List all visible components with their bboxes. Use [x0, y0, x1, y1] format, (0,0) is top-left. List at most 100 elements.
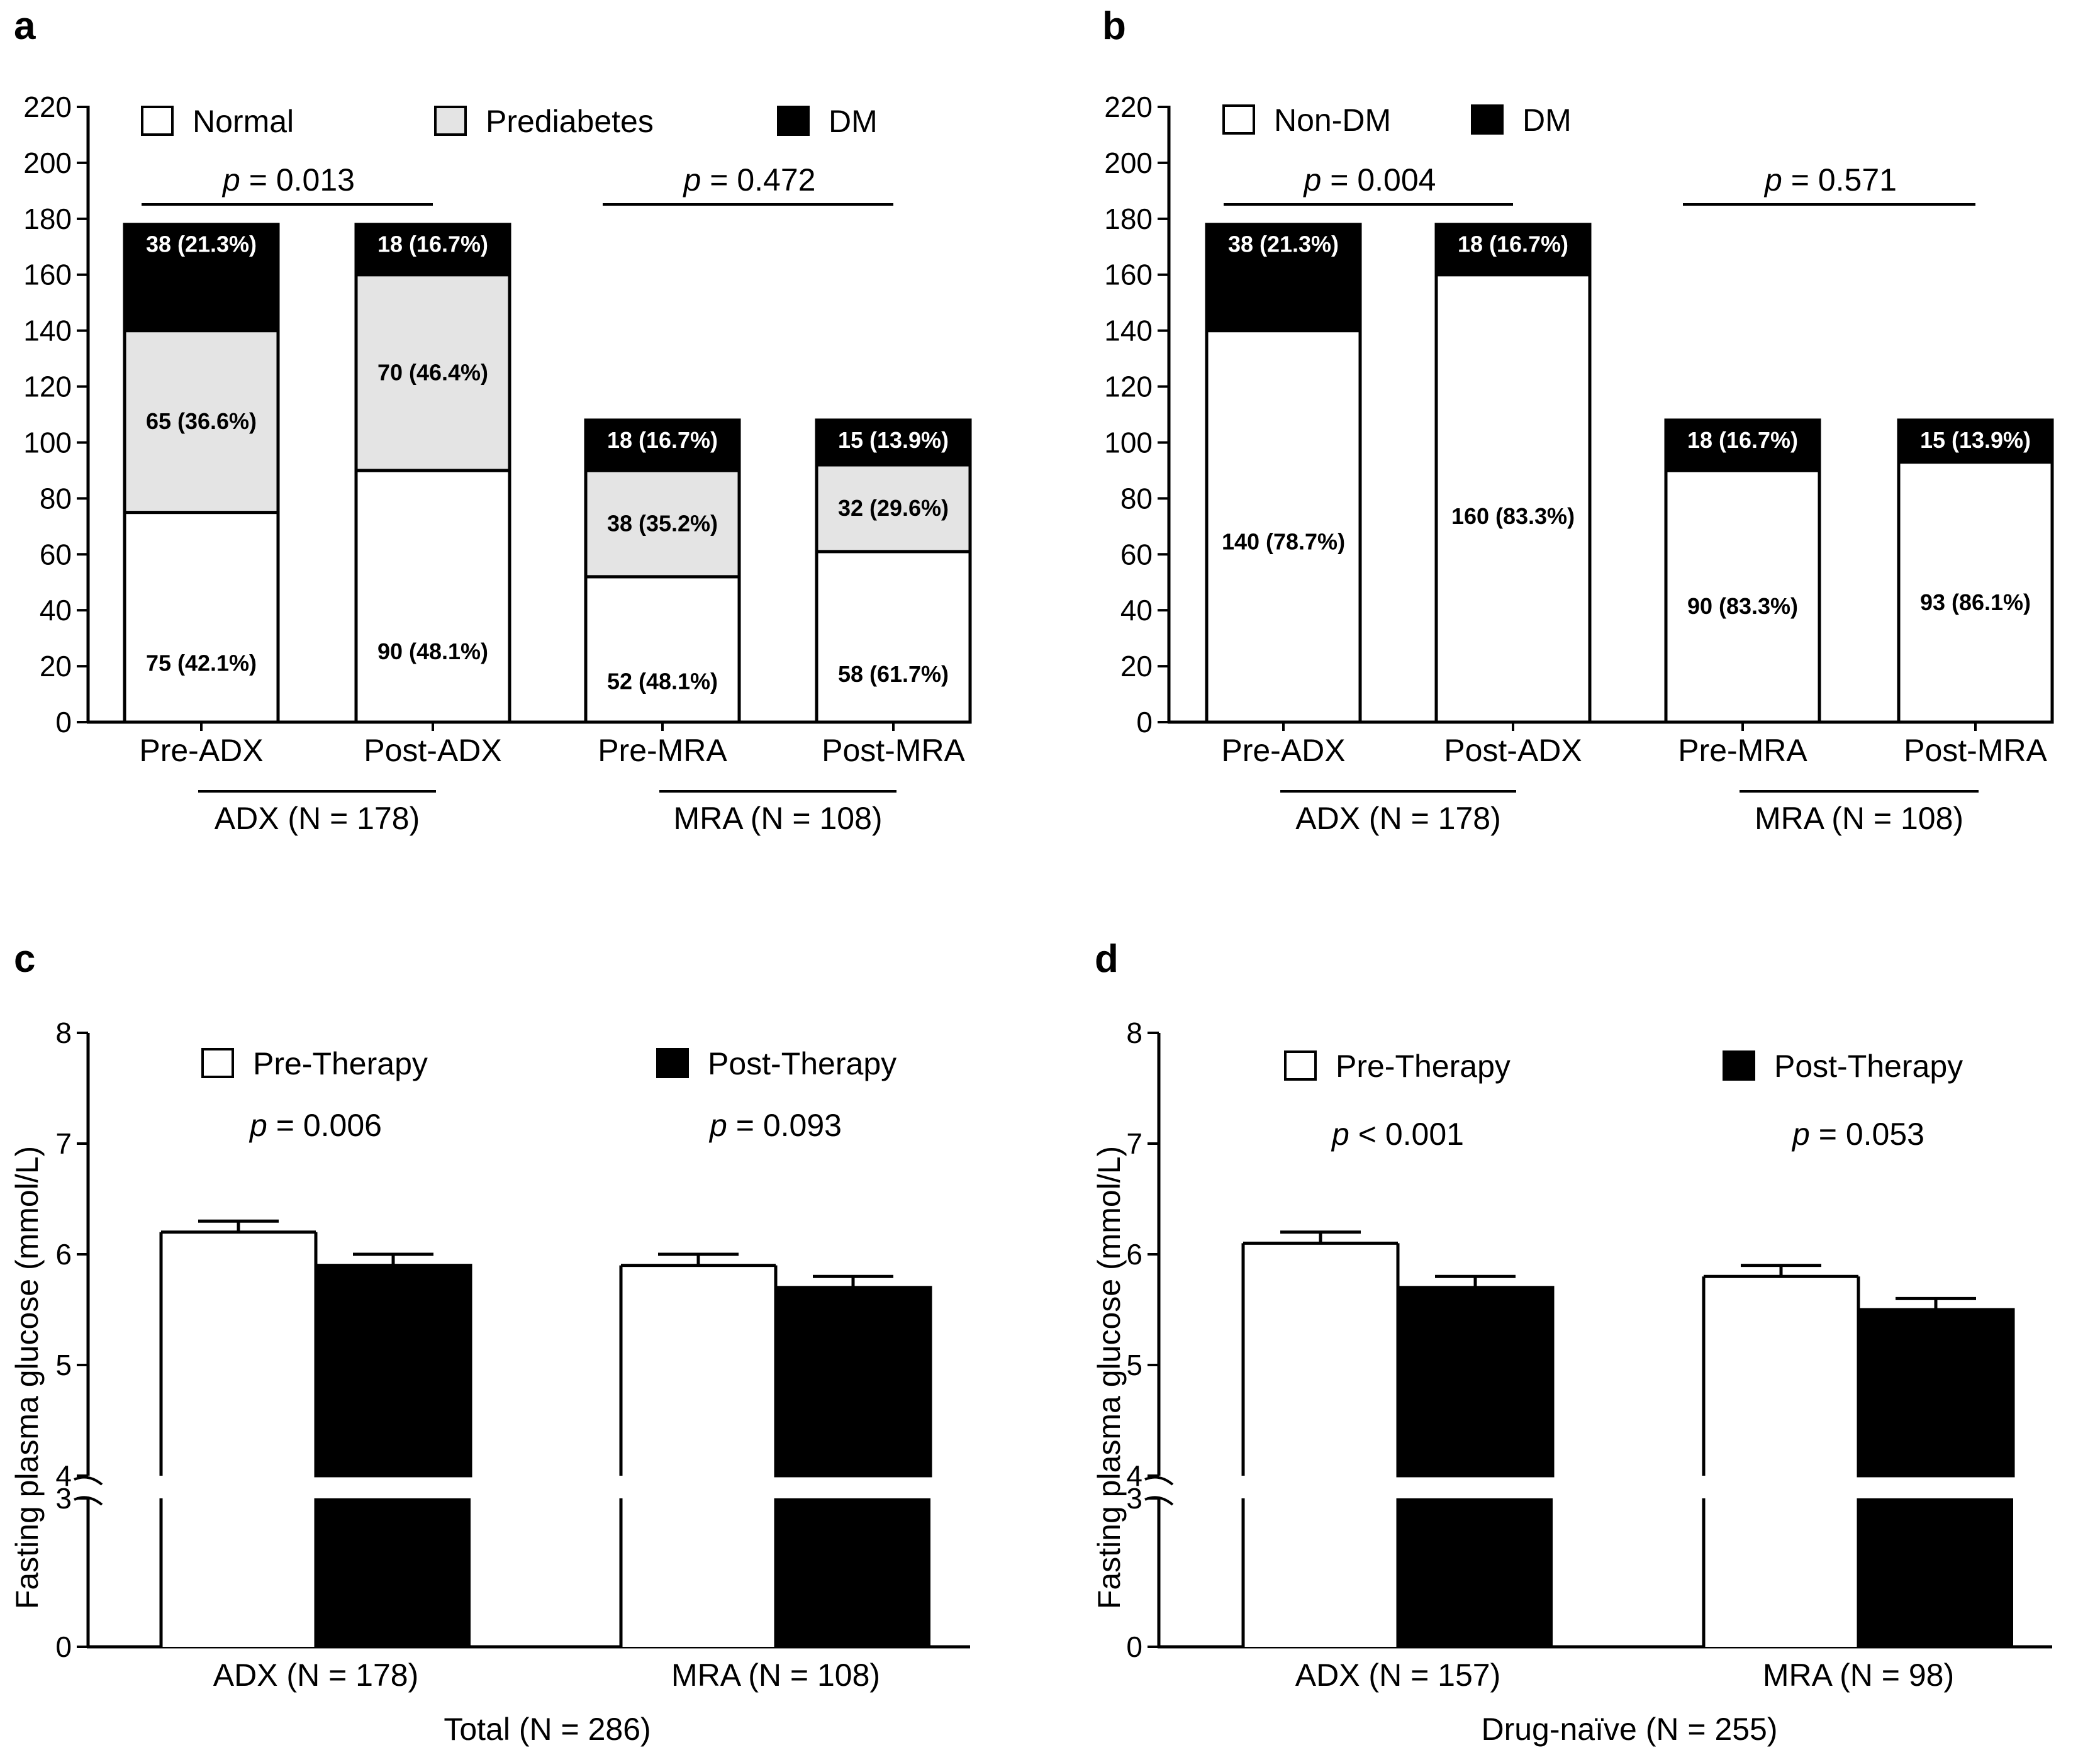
p-value-label: p = 0.093: [708, 1108, 842, 1143]
p-value-label: p = 0.006: [249, 1108, 382, 1143]
panel-letter-b: b: [1102, 4, 1126, 48]
y-tick-label: 7: [55, 1127, 72, 1160]
y-tick-label: 5: [1126, 1349, 1142, 1381]
bar-upper-post-therapy: [1857, 1308, 2015, 1478]
x-category-label: Post-MRA: [1904, 733, 2047, 768]
y-tick-label: 0: [1126, 1630, 1142, 1663]
x-category-label: Post-ADX: [1444, 733, 1582, 768]
x-axis-title: Drug-naïve (N = 255): [1481, 1712, 1777, 1747]
y-tick-label: 8: [55, 1017, 72, 1049]
y-tick-label: 7: [1126, 1127, 1142, 1160]
p-value-label: p = 0.004: [1303, 162, 1436, 198]
legend-swatch-non-dm: [1222, 104, 1255, 135]
p-symbol: p: [708, 1108, 727, 1143]
p-value: = 0.013: [240, 162, 355, 198]
y-tick-label: 20: [40, 650, 72, 682]
bar-value-label: 75 (42.1%): [146, 650, 257, 676]
bar-upper-pre-therapy: [621, 1265, 776, 1476]
y-tick-label: 4: [1126, 1459, 1142, 1492]
bar-segment-dm: [123, 223, 280, 333]
bar-segment-dm: [354, 223, 511, 277]
x-category-label: MRA (N = 108): [671, 1658, 880, 1693]
x-category-label: Post-ADX: [364, 733, 502, 768]
y-tick-label: 140: [1104, 315, 1153, 347]
p-symbol: p: [683, 162, 701, 198]
bar-value-label: 65 (36.6%): [146, 408, 257, 434]
bar-value-label: 93 (86.1%): [1920, 589, 2031, 615]
p-value-label: p = 0.053: [1791, 1117, 1924, 1152]
p-value: = 0.472: [701, 162, 815, 198]
bar-upper-pre-therapy: [161, 1232, 316, 1476]
bar-value-label: 18 (16.7%): [607, 427, 718, 453]
y-tick-label: 6: [55, 1238, 72, 1271]
bar-lower-post-therapy: [1858, 1498, 2013, 1647]
bar-segment-normal: [354, 469, 511, 724]
bar-upper-post-therapy: [314, 1264, 472, 1478]
p-value-label: p = 0.571: [1763, 162, 1897, 198]
bar-segment-dm: [1434, 223, 1592, 277]
y-tick-label: 40: [40, 594, 72, 627]
bar-segment-dm: [1205, 223, 1362, 333]
bar-value-label: 58 (61.7%): [838, 661, 949, 687]
y-tick-label: 160: [23, 259, 72, 291]
group-label: MRA (N = 108): [673, 801, 882, 836]
p-value: = 0.053: [1810, 1117, 1924, 1152]
bar-segment-non-dm: [1205, 329, 1362, 724]
panel-b: 0 20 40 60 80 100 120 140 160 180 200 220 Pre-ADX Pos…: [1104, 91, 2054, 836]
bar-value-label: 32 (29.6%): [838, 495, 949, 521]
bar-segment-prediabetes: [815, 463, 972, 554]
y-tick-label: 220: [1104, 91, 1153, 123]
x-category-label: MRA (N = 98): [1763, 1658, 1954, 1693]
p-value-label: p = 0.472: [683, 162, 816, 198]
x-category-label: Pre-MRA: [598, 733, 727, 768]
legend-swatch-post-therapy: [1723, 1050, 1755, 1081]
legend-label: DM: [1522, 103, 1572, 138]
y-tick-label: 60: [40, 538, 72, 571]
bar-upper-post-therapy: [1396, 1286, 1555, 1478]
bar-segment-non-dm: [1897, 460, 2054, 724]
panel-letter-d: d: [1095, 937, 1119, 981]
bar-upper-pre-therapy: [1704, 1276, 1858, 1476]
legend-label: Pre-Therapy: [253, 1046, 428, 1081]
bar-segment-prediabetes: [354, 273, 511, 472]
y-axis-title: Fasting plasma glucose (mmol/L): [1092, 1146, 1127, 1609]
bar-value-label: 160 (83.3%): [1451, 503, 1575, 529]
legend-label: Pre-Therapy: [1336, 1049, 1511, 1084]
legend-swatch-dm: [1471, 104, 1504, 135]
legend-label: Normal: [193, 104, 294, 139]
bar-lower-post-therapy: [316, 1498, 471, 1647]
p-value-label: p = 0.013: [221, 162, 355, 198]
p-value: = 0.571: [1782, 162, 1897, 198]
y-tick-label: 100: [1104, 426, 1153, 459]
axis-break-mark: [1144, 1476, 1174, 1486]
legend-swatch-normal: [141, 106, 174, 136]
legend-swatch-prediabetes: [434, 106, 467, 136]
bar-segment-non-dm: [1434, 273, 1592, 724]
bar-segment-dm: [1664, 418, 1821, 472]
p-symbol: p: [249, 1108, 267, 1143]
bar-segment-normal: [815, 550, 972, 724]
bar-lower-pre-therapy: [1243, 1498, 1398, 1647]
y-tick-label: 0: [1136, 706, 1153, 738]
y-tick-label: 0: [55, 706, 72, 738]
bar-segment-prediabetes: [584, 469, 741, 579]
x-category-label: ADX (N = 178): [213, 1658, 419, 1693]
y-axis-title: Fasting plasma glucose (mmol/L): [9, 1146, 45, 1609]
bar-value-label: 38 (35.2%): [607, 510, 718, 536]
y-tick-label: 200: [23, 147, 72, 179]
y-tick-label: 3: [1126, 1482, 1142, 1515]
bar-lower-pre-therapy: [161, 1498, 316, 1647]
p-symbol: p: [221, 162, 240, 198]
x-axis-title: Total (N = 286): [444, 1712, 651, 1747]
bar-segment-dm: [584, 418, 741, 472]
bar-upper-post-therapy: [774, 1286, 932, 1478]
p-value-label: p < 0.001: [1331, 1117, 1464, 1152]
y-tick-label: 5: [55, 1349, 72, 1381]
legend-label: Prediabetes: [486, 104, 654, 139]
y-tick-label: 120: [23, 370, 72, 403]
y-tick-label: 0: [55, 1630, 72, 1663]
bar-value-label: 38 (21.3%): [1228, 231, 1339, 257]
bar-value-label: 70 (46.4%): [377, 359, 488, 385]
